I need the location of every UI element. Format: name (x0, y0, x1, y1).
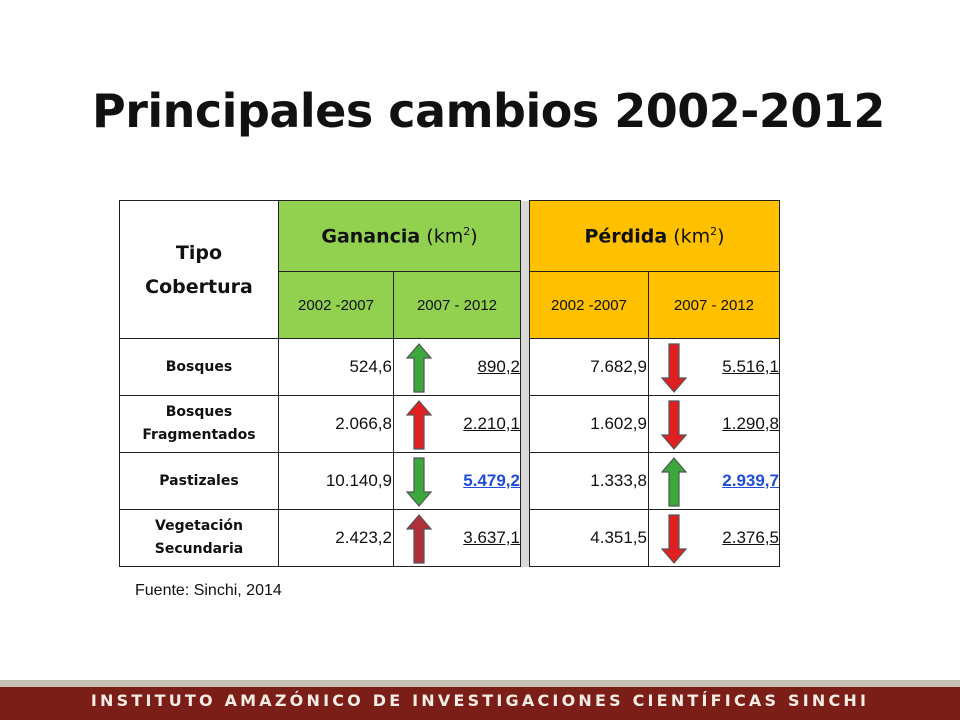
ganancia-2007-2012: 3.637,1 (463, 528, 520, 547)
ganancia-2007-2012: 890,2 (477, 357, 520, 376)
row-label: Bosques (119, 338, 279, 396)
perdida-2007-2012-cell: 2.376,5 (648, 509, 780, 567)
arrow-icon (406, 457, 432, 507)
arrow-icon (661, 514, 687, 564)
header-tipo-cobertura: Tipo Cobertura (119, 200, 279, 339)
row-label-line1: Pastizales (159, 472, 239, 489)
perdida-2007-2012-cell: 5.516,1 (648, 338, 780, 396)
table-row: Bosques Fragmentados 2.066,8 2.210,1 1.60… (119, 395, 780, 453)
footer-divider (0, 680, 960, 687)
ganancia-2007-2012-cell: 2.210,1 (393, 395, 521, 453)
header-ganancia-close: ) (470, 225, 478, 248)
perdida-2007-2012-cell: 1.290,8 (648, 395, 780, 453)
perdida-2007-2012-link[interactable]: 2.939,7 (722, 471, 779, 490)
arrow-icon (661, 457, 687, 507)
footer-banner: INSTITUTO AMAZÓNICO DE INVESTIGACIONES C… (0, 680, 960, 720)
header-ganancia-unit: (km (420, 225, 464, 248)
table-row: Pastizales 10.140,9 5.479,2 1.333,8 2.93… (119, 452, 780, 510)
ganancia-2007-2012-link[interactable]: 5.479,2 (463, 471, 520, 490)
perdida-2002-2007: 4.351,5 (529, 509, 649, 567)
period-ganancia-2: 2007 - 2012 (393, 271, 521, 339)
ganancia-2002-2007: 524,6 (278, 338, 394, 396)
arrow-icon (661, 400, 687, 450)
changes-table-wrapper: Tipo Cobertura Ganancia (km2) Pérdida (k… (119, 200, 780, 567)
ganancia-2007-2012: 2.210,1 (463, 414, 520, 433)
ganancia-2007-2012-cell: 5.479,2 (393, 452, 521, 510)
row-label-line1: Bosques (165, 358, 233, 375)
header-tipo-line1: Tipo (175, 241, 223, 264)
perdida-2002-2007: 1.602,9 (529, 395, 649, 453)
header-perdida: Pérdida (km2) (529, 200, 780, 272)
arrow-icon (406, 400, 432, 450)
perdida-2007-2012: 2.376,5 (722, 528, 779, 547)
header-ganancia: Ganancia (km2) (278, 200, 521, 272)
perdida-2007-2012-cell: 2.939,7 (648, 452, 780, 510)
period-ganancia-1: 2002 -2007 (278, 271, 394, 339)
header-perdida-label: Pérdida (584, 225, 668, 248)
ganancia-2002-2007: 2.066,8 (278, 395, 394, 453)
row-label-line2: Fragmentados (142, 427, 256, 443)
source-note: Fuente: Sinchi, 2014 (135, 582, 282, 599)
row-label: Vegetación Secundaria (119, 509, 279, 567)
perdida-2007-2012: 5.516,1 (722, 357, 779, 376)
row-label-line1: Vegetación (155, 518, 243, 534)
changes-table: Tipo Cobertura Ganancia (km2) Pérdida (k… (119, 200, 780, 567)
period-perdida-1: 2002 -2007 (529, 271, 649, 339)
header-tipo-line2: Cobertura (145, 275, 253, 298)
header-ganancia-label: Ganancia (321, 225, 421, 248)
arrow-icon (661, 343, 687, 393)
perdida-2002-2007: 1.333,8 (529, 452, 649, 510)
header-perdida-unit: (km (667, 225, 711, 248)
row-label: Bosques Fragmentados (119, 395, 279, 453)
period-perdida-2: 2007 - 2012 (648, 271, 780, 339)
table-row: Vegetación Secundaria 2.423,2 3.637,1 4.3… (119, 509, 780, 567)
ganancia-2002-2007: 2.423,2 (278, 509, 394, 567)
footer-institution: INSTITUTO AMAZÓNICO DE INVESTIGACIONES C… (90, 691, 870, 710)
header-perdida-sup: 2 (710, 224, 718, 238)
page-title: Principales cambios 2002-2012 (92, 84, 885, 138)
row-label: Pastizales (119, 452, 279, 510)
table-row: Bosques 524,6 890,2 7.682,9 5.516,1 (119, 338, 780, 396)
row-label-line1: Bosques (165, 404, 233, 420)
header-ganancia-sup: 2 (463, 224, 471, 238)
arrow-icon (406, 514, 432, 564)
row-label-line2: Secundaria (154, 541, 244, 557)
perdida-2007-2012: 1.290,8 (722, 414, 779, 433)
column-separator (520, 200, 530, 567)
ganancia-2002-2007: 10.140,9 (278, 452, 394, 510)
ganancia-2007-2012-cell: 890,2 (393, 338, 521, 396)
ganancia-2007-2012-cell: 3.637,1 (393, 509, 521, 567)
arrow-icon (406, 343, 432, 393)
header-perdida-close: ) (717, 225, 725, 248)
perdida-2002-2007: 7.682,9 (529, 338, 649, 396)
